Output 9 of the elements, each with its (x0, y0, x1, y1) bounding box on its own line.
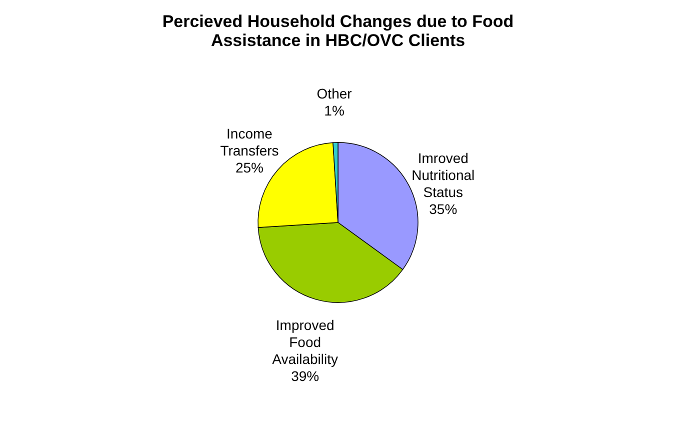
slice-label: Imroved Nutritional Status (412, 150, 475, 200)
slice-label: Improved Food Availability (272, 316, 338, 367)
data-label: 39% (291, 368, 320, 384)
slice-label: Income Transfers (220, 125, 279, 158)
data-label: 35% (429, 200, 458, 217)
data-label: 1% (324, 102, 344, 119)
data-label: 25% (235, 159, 264, 176)
chart-title: Percieved Household Changes due to Food Assistance in HBC/OVC Clients (162, 12, 514, 50)
slice-label: Other (316, 86, 352, 102)
